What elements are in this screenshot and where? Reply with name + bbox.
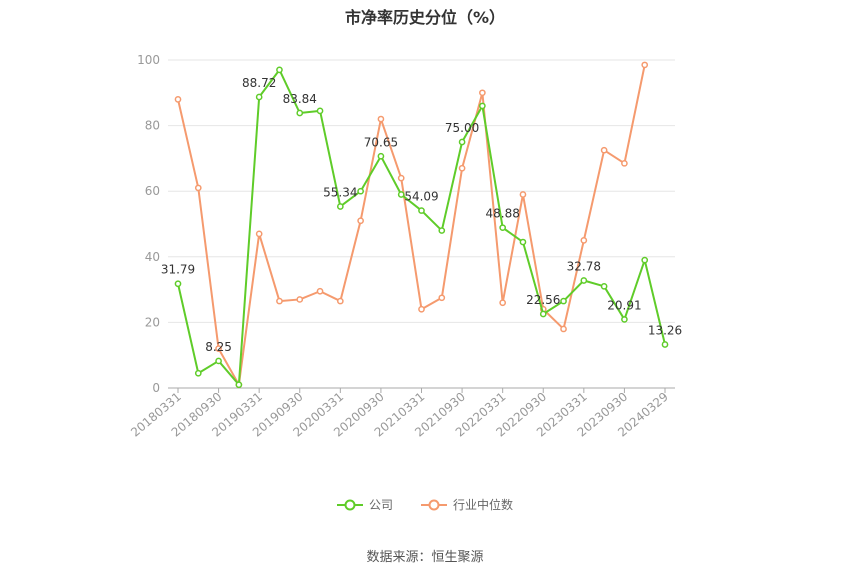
series-0-point-20211231 [479,102,486,110]
chart-title: 市净率历史分位（%） [344,8,506,27]
series-0-point-20231231 [641,256,649,264]
legend-item-company[interactable]: 公司 [336,496,393,513]
data-label-20180930: 8.25 [205,340,232,354]
series-1-point-20230930 [621,159,628,167]
series-1-point-20230331 [580,237,588,244]
series-1-point-20230630 [600,146,608,154]
series-0-point-20190331 [255,93,263,101]
data-label-20210331: 54.09 [404,190,438,204]
series-0-point-20180331 [174,280,182,288]
series-0-point-20180930 [215,357,222,365]
series-1-point-20180331 [174,96,182,103]
series-0-point-20230331 [580,277,588,284]
series-1-point-20211231 [479,89,486,97]
legend-label-company: 公司 [368,498,393,512]
series-0-point-20210630 [438,227,446,234]
series-1-point-20200331 [336,297,344,305]
legend-line-icon-company [336,499,363,510]
series-1-point-20210630 [438,294,446,302]
series-1-point-20220331 [499,299,507,307]
data-label-20240329: 13.26 [648,324,682,338]
series-0-point-20220630 [519,238,527,246]
source-note: 数据来源：恒生聚源 [366,550,484,565]
series-1-point-20180930 [215,345,222,352]
data-label-20190930: 83.84 [283,92,317,106]
data-label-20180331: 31.79 [161,263,195,277]
series-0-point-20201231 [397,191,405,198]
series-0-point-20200331 [336,203,344,210]
series-line-0 [177,68,666,386]
series-0-point-20191231 [316,107,324,115]
data-label-20230331: 32.78 [567,259,601,273]
series-1-point-20220630 [519,191,527,198]
y-tick-label-0: 0 [152,381,160,395]
series-0-point-20220331 [499,224,507,232]
series-0-point-20190630 [276,66,283,74]
legend-line-icon-industry-median [421,499,447,510]
series-1-point-20201231 [397,174,405,182]
series-0-point-20210930 [458,138,466,146]
series-1-point-20200630 [357,217,364,225]
series-0-point-20210331 [418,207,425,214]
series-1-point-20190930 [296,296,304,303]
series-1-point-20210930 [458,164,466,172]
legend-label-industry-median: 行业中位数 [453,498,514,512]
series-0-point-20221231 [560,297,567,305]
series-1-point-20190630 [276,297,283,305]
series-0-point-20230630 [600,282,608,290]
series-0-point-20181231 [235,381,243,389]
series-0-point-20180630 [194,369,202,377]
y-tick-label-80: 80 [145,119,160,133]
series-line-1 [177,64,646,386]
data-label-20230930: 20.91 [607,298,641,312]
y-tick-label-100: 100 [137,53,160,67]
series-1-point-20210331 [418,305,425,313]
series-0-point-20200930 [377,152,385,160]
series-0-point-20220930 [539,310,547,318]
y-tick-label-40: 40 [145,250,160,264]
series-0-point-20200630 [357,187,364,195]
data-label-20220930: 22.56 [526,293,560,307]
series-1-point-20180630 [194,184,202,192]
series-1-point-20200930 [377,115,385,123]
data-label-20190331: 88.72 [242,76,276,90]
data-label-20200930: 70.65 [364,135,398,149]
series-0-point-20230930 [621,316,628,323]
series-1-point-20190331 [255,230,263,238]
legend: 公司 行业中位数 [0,496,850,513]
series-1-point-20231231 [641,61,649,69]
series-0-point-20240329 [661,341,669,348]
data-label-20220331: 48.88 [485,207,519,221]
data-label-20210930: 75.00 [445,121,479,135]
data-label-20200331: 55.34 [323,185,357,199]
y-tick-label-20: 20 [145,315,160,329]
y-tick-label-60: 60 [145,184,160,198]
series-1-point-20221231 [560,325,567,333]
legend-item-industry-median[interactable]: 行业中位数 [421,496,513,513]
series-0-point-20190930 [296,109,304,117]
series-1-point-20191231 [316,287,324,295]
